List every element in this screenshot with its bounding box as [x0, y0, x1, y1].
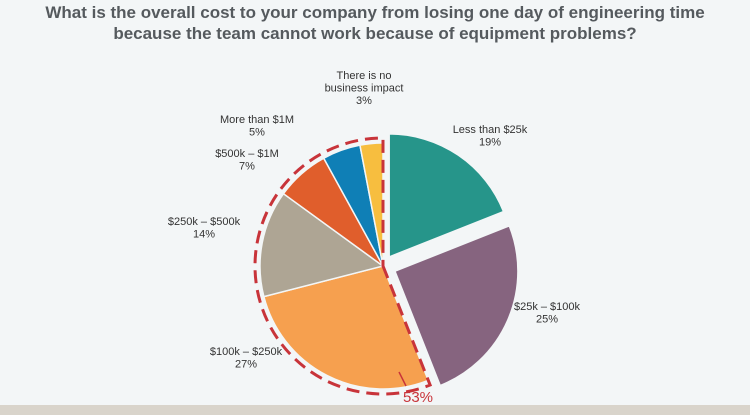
slice-value-label: 5%	[249, 127, 265, 139]
pie-slice-25k-100k	[393, 224, 519, 387]
chart-title-line-2: because the team cannot work because of …	[113, 24, 637, 43]
pie-slice-250k-500k	[259, 192, 385, 298]
slice-value-label: 14%	[193, 229, 215, 241]
slice-category-label: $500k – $1M	[215, 148, 279, 160]
callout-line	[398, 371, 407, 387]
bottom-band	[0, 405, 750, 415]
slice-category-label: $250k – $500k	[168, 216, 241, 228]
pie-slices	[259, 133, 519, 390]
chart-title: What is the overall cost to your company…	[0, 2, 750, 44]
slice-category-label: $100k – $250k	[210, 346, 283, 358]
slice-value-label: 7%	[239, 161, 255, 173]
slice-value-label: 27%	[235, 359, 257, 371]
pie-slice-less-than-25k	[388, 133, 505, 259]
slice-category-label: $25k – $100k	[514, 301, 581, 313]
slice-value-label: 25%	[536, 314, 558, 326]
dashed-group-outline	[253, 136, 433, 396]
chart-title-line-1: What is the overall cost to your company…	[45, 3, 705, 22]
callout-percentage: 53%	[403, 389, 433, 406]
slice-value-label: 3%	[356, 95, 372, 107]
slice-value-label: 19%	[479, 137, 501, 149]
slice-category-label: More than $1M	[220, 114, 294, 126]
slice-label-more-than-1m: More than $1M5%	[220, 114, 294, 139]
slice-category-label: Less than $25k	[453, 124, 528, 136]
pie-slice-100k-250k	[262, 265, 430, 390]
slice-category-label: There is no	[336, 70, 391, 82]
slice-category-label: business impact	[325, 83, 404, 95]
slice-label-500k-1m: $500k – $1M7%	[215, 148, 279, 173]
